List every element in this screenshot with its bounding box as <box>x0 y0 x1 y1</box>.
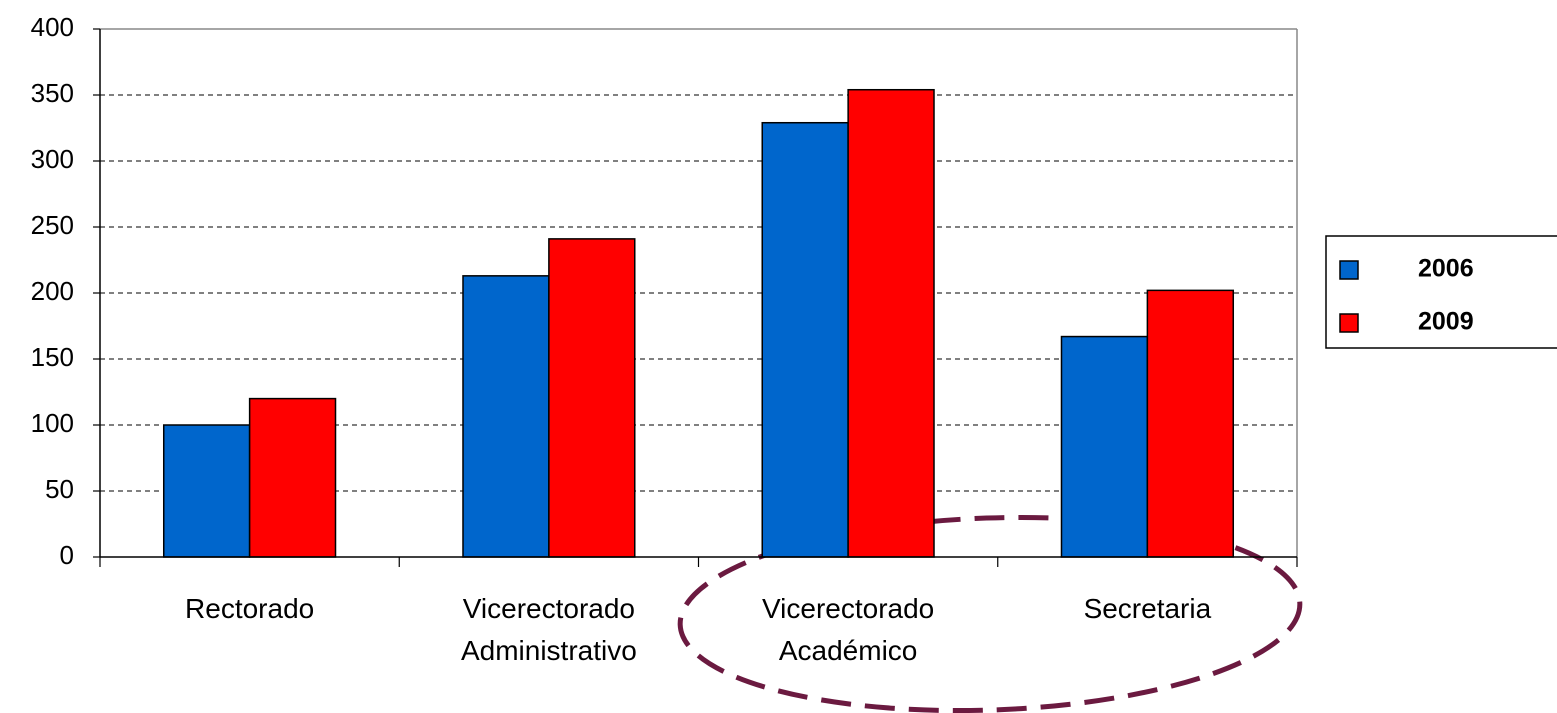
legend-label: 2006 <box>1418 255 1474 283</box>
y-tick-label: 100 <box>31 408 74 438</box>
legend-box <box>1325 235 1557 349</box>
bar <box>1146 289 1235 558</box>
bar <box>1060 335 1149 558</box>
y-tick-label: 200 <box>31 276 74 306</box>
x-tick-label: Vicerectorado Administrativo <box>460 593 637 666</box>
y-tick-label: 300 <box>31 144 74 174</box>
highlight-ellipse <box>677 514 1303 713</box>
bar <box>548 238 636 558</box>
legend-label: 2009 <box>1418 308 1474 336</box>
y-tick-label: 50 <box>45 474 74 504</box>
bar <box>248 397 337 558</box>
y-tick-label: 150 <box>31 342 74 372</box>
legend-swatch <box>1339 260 1359 280</box>
y-tick-label: 350 <box>31 78 74 108</box>
bar <box>462 275 550 558</box>
legend-swatch <box>1339 313 1359 333</box>
y-tick-label: 250 <box>31 210 74 240</box>
bar <box>761 121 849 558</box>
x-tick-label: Rectorado <box>185 593 315 624</box>
x-tick-label: Secretaria <box>1083 593 1212 624</box>
y-tick-label: 400 <box>31 12 74 42</box>
y-tick-label: 0 <box>60 540 74 570</box>
bar <box>162 424 251 558</box>
bar <box>847 88 935 558</box>
x-tick-label: Vicerectorado Académico <box>761 593 935 666</box>
